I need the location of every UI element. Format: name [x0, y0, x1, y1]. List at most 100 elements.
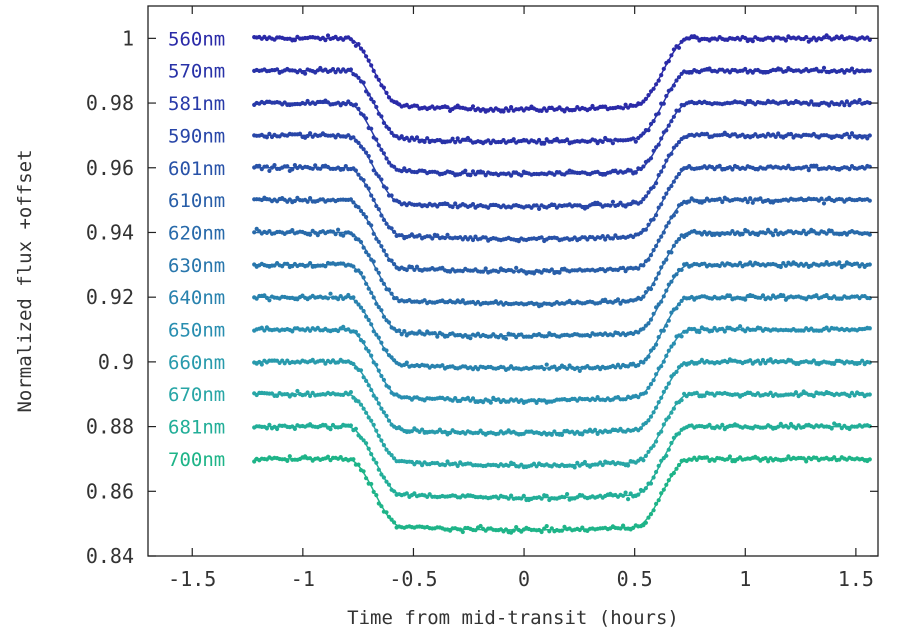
- data-point: [847, 394, 852, 399]
- data-point: [379, 504, 384, 509]
- data-point: [664, 453, 669, 458]
- data-point: [707, 66, 712, 71]
- data-point: [453, 201, 458, 206]
- data-point: [799, 231, 804, 236]
- series-model-line: [254, 425, 872, 499]
- data-point: [440, 363, 445, 368]
- data-point: [669, 410, 674, 415]
- data-point: [414, 103, 420, 108]
- data-point: [376, 174, 381, 179]
- data-point: [473, 528, 478, 533]
- data-point: [463, 168, 468, 173]
- y-tick-label: 0.94: [86, 220, 134, 244]
- data-point: [381, 248, 386, 253]
- data-point: [544, 524, 549, 529]
- data-point: [361, 406, 366, 411]
- data-point: [643, 290, 649, 295]
- data-point: [651, 508, 656, 513]
- data-point: [544, 334, 549, 339]
- data-point: [766, 459, 771, 464]
- data-point: [336, 328, 341, 334]
- data-point: [376, 77, 381, 82]
- data-point: [503, 527, 509, 532]
- data-point: [643, 194, 649, 199]
- series-points: [252, 97, 872, 178]
- data-point: [585, 237, 590, 242]
- data-point: [679, 267, 684, 272]
- data-point: [386, 482, 392, 487]
- data-point: [641, 488, 646, 493]
- data-point: [623, 490, 628, 495]
- data-point: [837, 260, 842, 265]
- y-tick-label: 0.88: [86, 415, 134, 439]
- data-point: [679, 398, 684, 403]
- data-point: [603, 297, 608, 302]
- data-point: [626, 105, 631, 110]
- data-point: [442, 235, 448, 241]
- data-point: [671, 243, 677, 248]
- data-point: [399, 233, 404, 238]
- data-point: [661, 328, 666, 333]
- data-point: [552, 364, 557, 369]
- data-point: [252, 230, 257, 235]
- data-point: [450, 204, 455, 210]
- data-point: [366, 383, 371, 388]
- data-point: [676, 431, 682, 436]
- data-point: [743, 166, 748, 171]
- data-point: [468, 107, 473, 112]
- data-point: [671, 114, 677, 119]
- data-point: [565, 492, 570, 497]
- data-point: [671, 213, 677, 218]
- data-point: [763, 456, 768, 461]
- data-point: [381, 120, 386, 125]
- data-point: [651, 217, 656, 222]
- data-point: [315, 233, 320, 238]
- data-point: [603, 104, 608, 109]
- series-model-line: [254, 393, 872, 466]
- data-point: [468, 173, 473, 178]
- data-point: [643, 390, 649, 395]
- series-points: [252, 163, 872, 244]
- data-point: [666, 415, 671, 420]
- data-point: [539, 270, 544, 275]
- data-point: [824, 260, 829, 265]
- data-point: [374, 137, 379, 142]
- data-point: [804, 164, 809, 169]
- data-point: [664, 224, 669, 229]
- data-point: [470, 169, 476, 174]
- data-point: [501, 138, 506, 143]
- data-point: [392, 164, 397, 169]
- data-point: [659, 364, 664, 369]
- data-point: [503, 106, 509, 111]
- data-point: [565, 366, 570, 371]
- data-point: [392, 262, 397, 267]
- data-point: [656, 78, 661, 83]
- series-label: 681nm: [168, 417, 225, 439]
- data-point: [694, 35, 699, 40]
- data-point: [654, 469, 659, 475]
- x-tick-label: -0.5: [389, 567, 437, 591]
- data-point: [374, 267, 379, 272]
- data-point: [720, 422, 725, 427]
- data-point: [694, 457, 699, 462]
- data-point: [600, 234, 605, 239]
- data-point: [379, 340, 384, 345]
- data-point: [323, 361, 328, 366]
- data-point: [587, 334, 593, 339]
- data-point: [676, 75, 682, 80]
- data-point: [358, 402, 364, 407]
- data-point: [292, 198, 297, 204]
- data-point: [351, 295, 356, 300]
- data-point: [669, 440, 674, 446]
- data-point: [725, 457, 730, 462]
- data-point: [661, 195, 666, 200]
- data-point: [409, 429, 414, 434]
- data-point: [552, 429, 557, 434]
- data-point: [486, 205, 491, 210]
- data-point: [646, 190, 651, 195]
- data-point: [804, 459, 809, 464]
- data-point: [844, 131, 850, 136]
- data-point: [473, 234, 478, 239]
- data-point: [318, 166, 323, 171]
- x-axis-label: Time from mid-transit (hours): [347, 607, 679, 629]
